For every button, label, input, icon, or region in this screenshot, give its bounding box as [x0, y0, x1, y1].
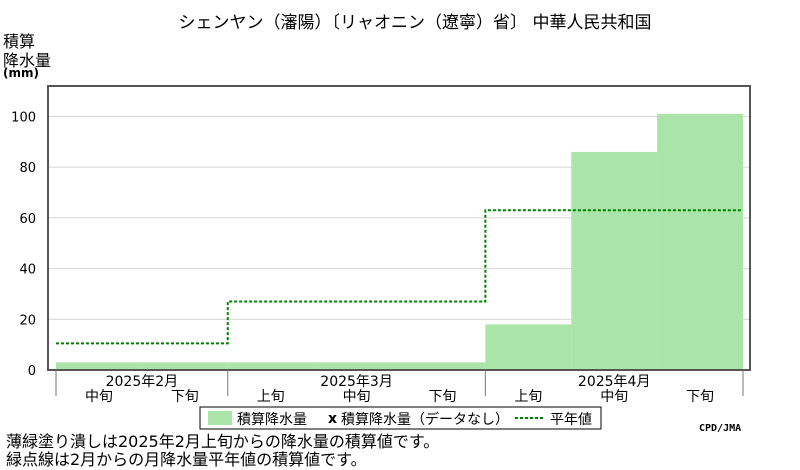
- legend-box: [199, 406, 602, 430]
- y-tick-label: 60: [19, 212, 36, 227]
- month-label: 2025年2月: [106, 374, 179, 390]
- y-axis-label-line2: 降水量: [3, 51, 51, 70]
- legend-bar-label: 積算降水量: [237, 412, 307, 428]
- note-line-1: 薄緑塗り潰しは2025年2月上旬からの降水量の積算値です。: [6, 432, 440, 451]
- legend-nodata-label: 積算降水量（データなし）: [341, 411, 509, 428]
- bar: [141, 362, 228, 370]
- x-tick-label: 下旬: [428, 389, 456, 405]
- bar: [485, 324, 572, 370]
- bar: [571, 151, 658, 370]
- y-axis-ticks: 0 20 40 60 80 100: [11, 110, 36, 379]
- legend-step-label: 平年値: [550, 412, 592, 428]
- bar: [399, 362, 486, 370]
- x-tick-label: 下旬: [171, 389, 199, 405]
- bar: [227, 362, 314, 370]
- y-axis-label-line1: 積算: [3, 32, 35, 51]
- legend-nodata-marker: x: [328, 411, 337, 427]
- x-tick-label: 下旬: [686, 389, 714, 405]
- y-tick-label: 0: [28, 364, 36, 379]
- chart-title: シェンヤン（瀋陽）〔リャオニン（遼寧）省〕 中華人民共和国: [179, 13, 652, 33]
- legend: 積算降水量 x 積算降水量（データなし） 平年値: [199, 406, 602, 430]
- note-line-2: 緑点線は2月からの月降水量平年値の積算値です。: [6, 450, 367, 469]
- x-tick-label: 上旬: [514, 389, 542, 405]
- x-tick-label: 中旬: [85, 389, 113, 405]
- normal-value-step-line: [56, 209, 743, 345]
- bar: [56, 362, 142, 370]
- bar: [657, 113, 743, 371]
- month-label: 2025年3月: [320, 374, 393, 390]
- y-tick-label: 100: [11, 110, 36, 125]
- x-tick-label: 上旬: [257, 389, 285, 405]
- bar: [313, 362, 400, 370]
- legend-bar-swatch: [208, 411, 232, 425]
- x-tick-label: 中旬: [343, 389, 371, 405]
- y-tick-label: 40: [19, 263, 36, 278]
- y-tick-label: 80: [19, 161, 36, 176]
- credit-label: CPD/JMA: [699, 423, 741, 434]
- x-tick-label: 中旬: [600, 389, 628, 405]
- plot-frame: [47, 85, 751, 371]
- bar-series: [56, 113, 743, 371]
- y-axis-unit: (mm): [3, 66, 39, 80]
- month-label: 2025年4月: [578, 374, 651, 390]
- y-tick-label: 20: [19, 313, 36, 328]
